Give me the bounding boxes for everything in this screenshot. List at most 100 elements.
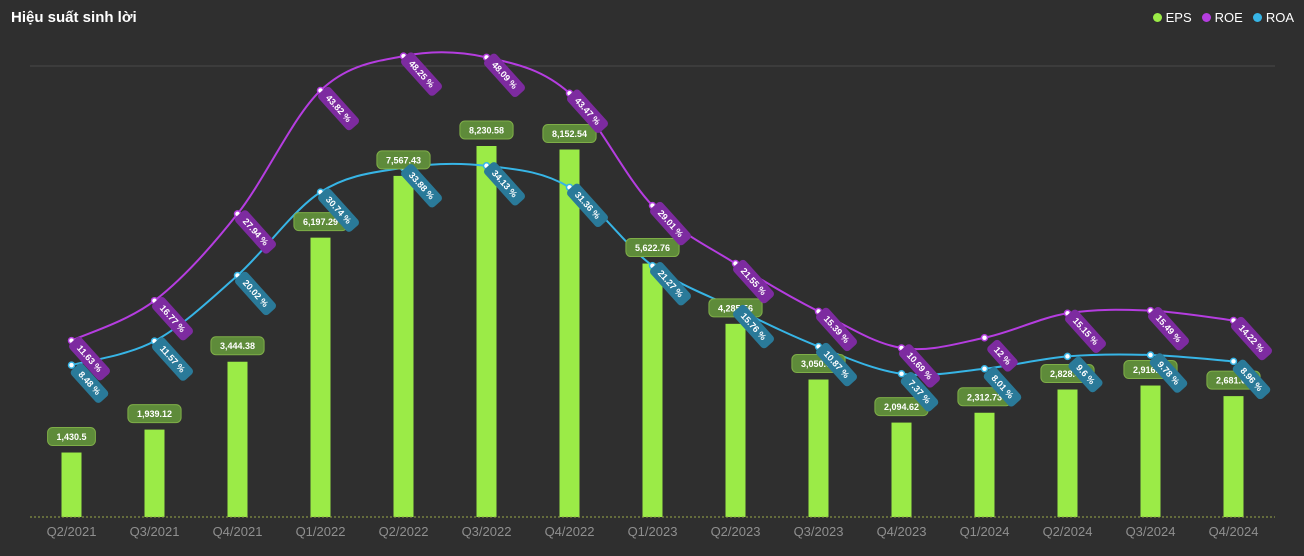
roa-data-label: 21.27 % — [650, 262, 691, 306]
roa-line[interactable] — [71, 162, 1234, 376]
legend-item-eps[interactable]: EPS — [1152, 10, 1192, 25]
roe-label-box — [69, 336, 110, 381]
roe-label-box — [1231, 316, 1272, 361]
eps-label-text: 3,050.08 — [801, 359, 836, 369]
roe-label-box — [1065, 309, 1106, 353]
eps-bar[interactable] — [310, 237, 331, 518]
roe-data-label: 15.15 % — [1065, 309, 1106, 353]
eps-bar[interactable] — [61, 452, 82, 517]
legend-label-roe: ROE — [1214, 10, 1243, 25]
roa-label-box — [816, 342, 857, 387]
roe-marker[interactable] — [980, 334, 989, 342]
x-tick-label: Q4/2023 — [877, 524, 927, 539]
legend-dot-roa — [1252, 13, 1262, 22]
roe-data-label: 14.22 % — [1231, 316, 1272, 361]
eps-label-box — [542, 124, 597, 144]
eps-bar[interactable] — [393, 175, 414, 517]
roe-data-label: 43.82 % — [318, 86, 359, 131]
roa-marker[interactable] — [1229, 357, 1238, 366]
roa-label-box — [650, 262, 691, 306]
eps-bar[interactable] — [642, 263, 663, 517]
x-tick-label: Q1/2023 — [628, 524, 678, 539]
legend-dot-roe — [1201, 13, 1211, 22]
eps-data-label: 8,230.58 — [459, 120, 514, 140]
x-tick-label: Q1/2022 — [296, 524, 346, 539]
roa-marker[interactable] — [1146, 351, 1155, 359]
eps-bar[interactable] — [559, 149, 580, 518]
roe-data-label: 48.09 % — [484, 53, 525, 98]
x-tick-label: Q3/2022 — [462, 524, 512, 539]
x-tick-label: Q2/2023 — [711, 524, 761, 539]
roa-label-box — [567, 183, 608, 228]
roe-label-box — [899, 344, 940, 388]
eps-bar[interactable] — [144, 429, 165, 517]
eps-bar[interactable] — [1140, 385, 1161, 517]
roe-label-box — [650, 201, 691, 246]
eps-bar[interactable] — [808, 379, 829, 517]
eps-bar[interactable] — [974, 412, 995, 517]
eps-label-text: 6,197.29 — [303, 217, 338, 227]
roe-line[interactable] — [71, 51, 1234, 351]
eps-label-text: 7,567.43 — [386, 155, 421, 165]
eps-label-text: 2,681.64 — [1216, 376, 1251, 386]
roe-label-box — [816, 307, 857, 352]
roe-data-label: 15.49 % — [1148, 306, 1189, 351]
roe-label-box — [567, 89, 608, 133]
x-tick-label: Q4/2022 — [545, 524, 595, 539]
eps-data-label: 8,152.54 — [542, 124, 597, 144]
x-tick-label: Q3/2024 — [1126, 524, 1176, 539]
eps-label-box — [376, 150, 431, 170]
roe-label-box — [318, 86, 359, 131]
eps-bar[interactable] — [227, 361, 248, 517]
roa-label-box — [152, 337, 193, 381]
roa-label-box — [733, 304, 774, 349]
roe-label-box — [235, 210, 276, 254]
roe-data-label: 48.25 % — [401, 52, 442, 96]
eps-label-text: 4,285.56 — [718, 303, 753, 313]
eps-label-text: 2,094.62 — [884, 402, 919, 412]
eps-data-label: 6,197.29 — [293, 212, 348, 232]
eps-label-box — [625, 238, 680, 258]
legend-label-roa: ROA — [1265, 10, 1294, 25]
roe-label-box — [484, 53, 525, 98]
legend: EPS ROE ROA — [1152, 10, 1294, 25]
eps-label-text: 2,312.73 — [967, 392, 1002, 402]
x-tick-label: Q1/2024 — [960, 524, 1010, 539]
eps-label-text: 5,622.76 — [635, 243, 670, 253]
roe-label-box — [152, 297, 193, 341]
roe-label-box — [1148, 306, 1189, 351]
eps-bar[interactable] — [1057, 389, 1078, 517]
x-tick-label: Q3/2023 — [794, 524, 844, 539]
roa-label-box — [900, 371, 939, 412]
roa-label-box — [318, 188, 359, 232]
eps-label-text: 2,828.42 — [1050, 369, 1085, 379]
eps-label-text: 8,152.54 — [552, 129, 587, 139]
roa-marker[interactable] — [67, 361, 76, 369]
eps-bar[interactable] — [725, 323, 746, 517]
eps-label-text: 1,939.12 — [137, 409, 172, 419]
roa-label-box — [1149, 353, 1188, 393]
x-tick-label: Q4/2024 — [1209, 524, 1259, 539]
roa-data-label: 10.87 % — [816, 342, 857, 387]
roe-data-label: 27.94 % — [235, 210, 276, 254]
x-tick-label: Q2/2024 — [1043, 524, 1093, 539]
roa-marker[interactable] — [897, 369, 906, 378]
eps-bar[interactable] — [891, 422, 912, 517]
eps-label-text: 8,230.58 — [469, 126, 504, 136]
roe-data-label: 21.55 % — [733, 259, 774, 304]
legend-item-roa[interactable]: ROA — [1252, 10, 1294, 25]
roa-marker[interactable] — [980, 365, 989, 373]
eps-bar[interactable] — [476, 146, 497, 517]
roa-label-box — [983, 367, 1022, 407]
eps-label-text: 2,916.56 — [1133, 365, 1168, 375]
chart-title: Hiệu suất sinh lời — [11, 9, 137, 26]
legend-dot-eps — [1152, 13, 1162, 22]
roe-label-box — [733, 259, 774, 304]
eps-bar[interactable] — [1223, 396, 1244, 517]
eps-label-text: 1,430.5 — [56, 432, 86, 442]
roa-marker[interactable] — [1063, 352, 1072, 361]
roa-label-box — [1232, 359, 1271, 400]
legend-item-roe[interactable]: ROE — [1201, 10, 1243, 25]
eps-label-text: 3,444.38 — [220, 341, 255, 351]
